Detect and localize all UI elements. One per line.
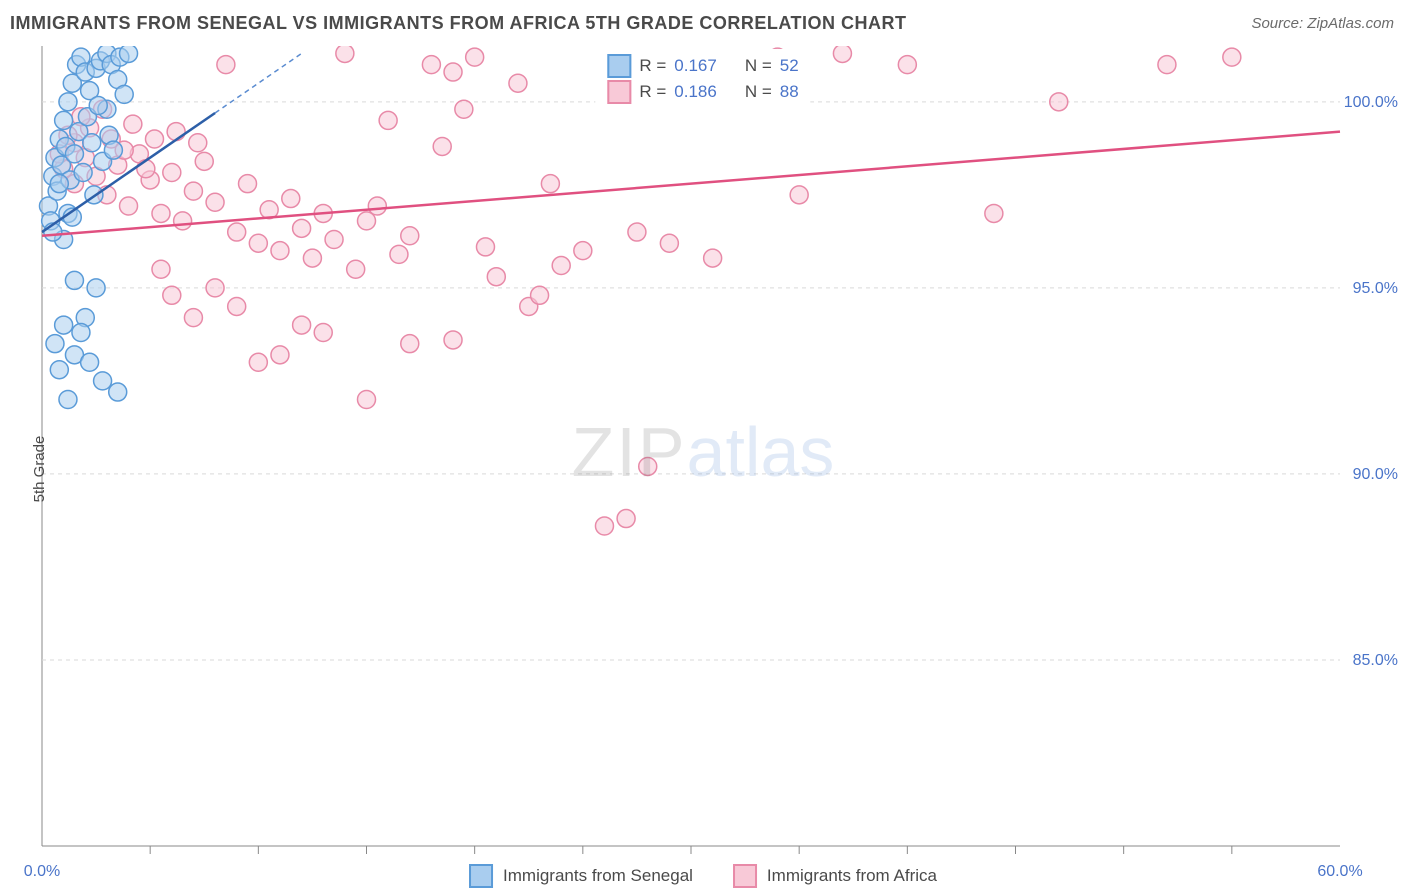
legend-label-africa: Immigrants from Africa xyxy=(767,866,937,886)
chart-area: 5th Grade 85.0% 90.0% 95.0% 100.0% 0.0% 60.0%… xyxy=(0,46,1406,892)
stat-n-senegal: 52 xyxy=(780,56,799,76)
chart-source: Source: ZipAtlas.com xyxy=(1251,15,1394,32)
stat-r-africa: 0.186 xyxy=(674,82,717,102)
swatch-senegal xyxy=(469,864,493,888)
swatch-africa xyxy=(607,80,631,104)
legend-item-senegal: Immigrants from Senegal xyxy=(469,864,693,888)
stat-r-label: R = xyxy=(639,82,666,102)
svg-text:60.0%: 60.0% xyxy=(1317,863,1362,880)
svg-text:95.0%: 95.0% xyxy=(1353,280,1398,297)
svg-text:85.0%: 85.0% xyxy=(1353,652,1398,669)
chart-header: IMMIGRANTS FROM SENEGAL VS IMMIGRANTS FR… xyxy=(0,0,1406,46)
series-legend: Immigrants from Senegal Immigrants from … xyxy=(469,864,937,888)
svg-text:100.0%: 100.0% xyxy=(1344,94,1398,111)
legend-label-senegal: Immigrants from Senegal xyxy=(503,866,693,886)
scatter-chart: 85.0% 90.0% 95.0% 100.0% 0.0% 60.0% xyxy=(0,46,1406,892)
stat-r-label: R = xyxy=(639,56,666,76)
stats-legend: R = 0.167 N = 52 R = 0.186 N = 88 xyxy=(595,49,810,111)
swatch-africa xyxy=(733,864,757,888)
stat-n-label: N = xyxy=(745,56,772,76)
stats-row-senegal: R = 0.167 N = 52 xyxy=(607,53,798,79)
stats-row-africa: R = 0.186 N = 88 xyxy=(607,79,798,105)
y-axis-label: 5th Grade xyxy=(31,436,48,503)
swatch-senegal xyxy=(607,54,631,78)
stat-n-africa: 88 xyxy=(780,82,799,102)
stat-n-label: N = xyxy=(745,82,772,102)
svg-text:90.0%: 90.0% xyxy=(1353,466,1398,483)
legend-item-africa: Immigrants from Africa xyxy=(733,864,937,888)
stat-r-senegal: 0.167 xyxy=(674,56,717,76)
svg-text:0.0%: 0.0% xyxy=(24,863,60,880)
chart-title: IMMIGRANTS FROM SENEGAL VS IMMIGRANTS FR… xyxy=(10,13,906,34)
